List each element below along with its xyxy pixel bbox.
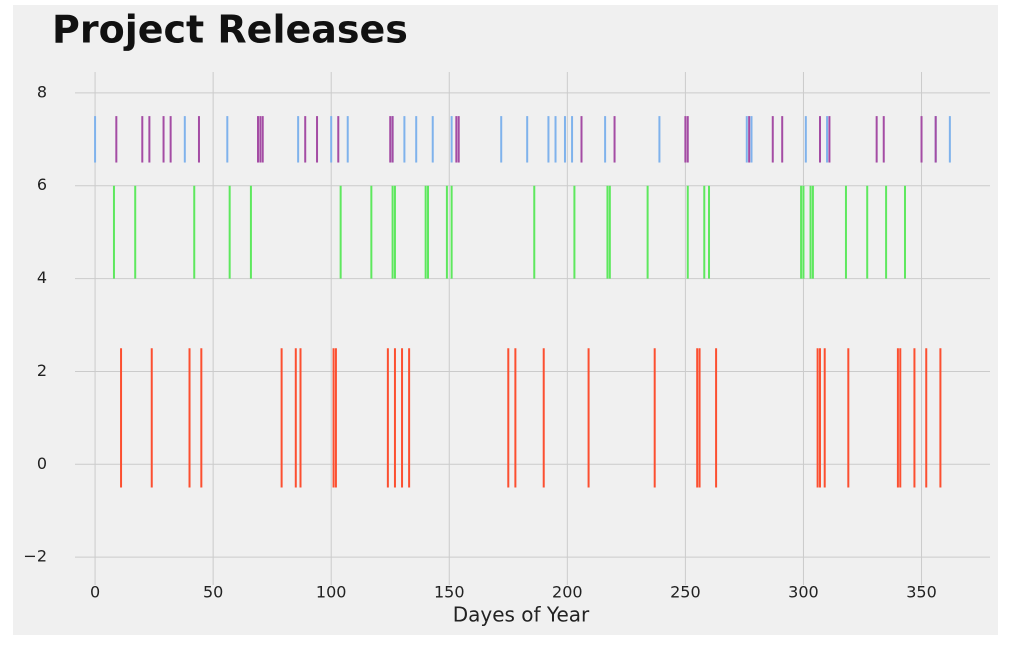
- x-tick-label: 0: [90, 583, 100, 602]
- events: [94, 116, 951, 488]
- x-tick-label: 100: [316, 583, 347, 602]
- x-tick-label: 250: [670, 583, 701, 602]
- chart-title: Project Releases: [52, 8, 408, 52]
- x-tick-label: 50: [203, 583, 223, 602]
- y-tick-label: 2: [37, 361, 47, 380]
- x-tick-label: 200: [552, 583, 583, 602]
- x-axis-label: Dayes of Year: [453, 603, 590, 627]
- y-tick-label: 6: [37, 175, 47, 194]
- y-tick-label: 0: [37, 454, 47, 473]
- x-tick-label: 150: [434, 583, 465, 602]
- figure-background: [13, 5, 998, 635]
- y-tick-label: 4: [37, 268, 47, 287]
- y-tick-label: −2: [23, 547, 47, 566]
- x-tick-label: 300: [788, 583, 819, 602]
- y-tick-label: 8: [37, 82, 47, 101]
- x-tick-label: 350: [906, 583, 937, 602]
